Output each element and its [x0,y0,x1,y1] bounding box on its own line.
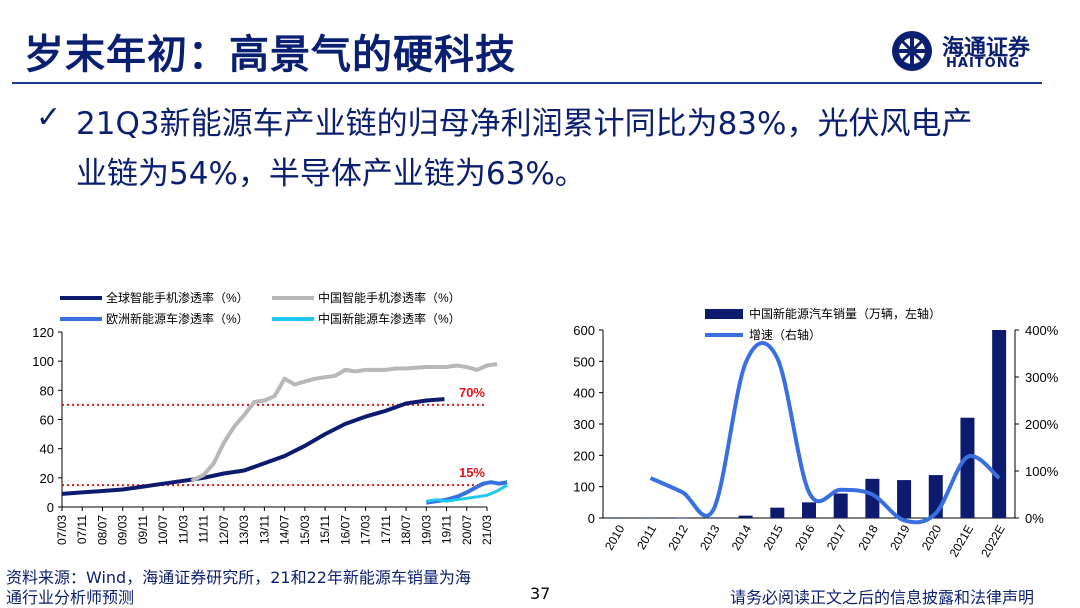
bar-2022E [992,330,1007,518]
reference-label: 70% [459,385,485,400]
series-line-3 [426,483,508,503]
bar-2013 [706,517,721,519]
y-tick-label: 60 [40,413,54,428]
y-tick-label: 20 [40,471,54,486]
y-tick-label: 120 [32,325,54,340]
x-tick-label: 17/11 [379,515,393,544]
x-tick-label: 17/03 [359,515,373,545]
x-tick-label: 11/11 [197,515,211,544]
y-tick-label-left: 100 [573,480,595,495]
page-number: 37 [530,584,551,603]
x-tick-label: 21/03 [480,515,494,545]
haitong-logo [892,31,932,71]
y-tick-label: 40 [40,442,54,457]
legend-label-line: 增速（右轴） [749,327,821,342]
page-title: 岁末年初：高景气的硬科技 [24,31,516,78]
x-tick-label: 19/03 [419,515,433,545]
bar-2014 [738,515,753,518]
y-tick-label-left: 500 [573,354,595,369]
disclaimer-link[interactable]: 请务必阅读正文之后的信息披露和法律声明 [730,588,1035,607]
x-tick-label: 11/03 [176,515,190,544]
x-tick-label: 10/07 [156,515,170,545]
x-tick-label: 2022E [978,523,1007,560]
x-tick-label: 2016 [792,522,818,552]
legend-label-3: 中国新能源车渗透率（%） [318,311,461,326]
x-tick-label: 18/07 [399,515,413,545]
x-tick-label: 2021E [947,523,976,560]
legend-label-0: 全球智能手机渗透率（%） [106,290,249,305]
bar-2012 [675,517,690,519]
x-tick-label: 13/03 [237,515,251,545]
reference-label: 15% [459,465,485,480]
x-tick-label: 13/11 [257,515,271,544]
y-tick-label-right: 100% [1025,464,1059,479]
x-tick-label: 2020 [919,522,945,552]
series-line-1 [190,362,498,483]
bar-2010 [611,517,626,519]
legend-label-1: 中国智能手机渗透率（%） [318,290,461,305]
legend-label-bar: 中国新能源汽车销量（万辆，左轴） [749,306,941,321]
y-tick-label-left: 200 [573,448,595,463]
logo-text-cn: 海通证券 [942,35,1031,61]
bullet-text-line1: 21Q3新能源车产业链的归母净利润累计同比为83%，光伏风电产 [76,106,973,142]
x-tick-label: 2015 [760,522,786,552]
y-tick-label-left: 300 [573,417,595,432]
x-tick-label: 09/03 [116,515,130,545]
y-tick-label-right: 200% [1025,417,1059,432]
y-tick-label: 0 [47,500,54,515]
bar-2018 [865,478,880,518]
x-tick-label: 2012 [665,522,691,552]
y-tick-label-right: 300% [1025,370,1059,385]
legend-label-2: 欧洲新能源车渗透率（%） [106,311,249,326]
legend-swatch-bar [705,309,743,319]
y-tick-label: 80 [40,383,54,398]
x-tick-label: 19/11 [440,515,454,544]
penetration-line-chart: 全球智能手机渗透率（%） 中国智能手机渗透率（%） 欧洲新能源车渗透率（%） 中国新能… [32,290,508,545]
x-tick-label: 16/07 [338,515,352,545]
series-line-0 [61,397,445,496]
y-tick-label-left: 400 [573,386,595,401]
x-tick-label: 14/07 [278,515,292,545]
x-tick-label: 2019 [887,522,913,552]
bar-2011 [643,517,658,519]
bar-2019 [897,480,912,518]
x-tick-label: 2011 [634,522,659,552]
logo-text-en: HAITONG [946,56,1021,71]
y-tick-label-right: 400% [1025,323,1059,338]
x-tick-label: 07/11 [75,515,89,544]
x-tick-label: 2010 [602,522,628,552]
x-tick-label: 12/07 [217,515,231,545]
x-tick-label: 07/03 [55,515,69,545]
y-tick-label-right: 0% [1025,511,1044,526]
source-note-line1: 资料来源：Wind，海通证券研究所，21和22年新能源车销量为海 [6,568,471,587]
x-tick-label: 2018 [856,522,882,552]
source-note-line2: 通行业分析师预测 [6,588,135,607]
x-tick-label: 08/07 [95,515,109,545]
x-tick-label: 2013 [697,522,723,552]
checkmark-icon: ✓ [36,100,62,135]
y-tick-label-left: 600 [573,323,595,338]
bar-2017 [833,493,848,518]
bar-2021E [960,417,975,518]
bullet-text-line2: 业链为54%，半导体产业链为63%。 [76,156,586,192]
ev-sales-bar-chart: 中国新能源汽车销量（万辆，左轴） 增速（右轴） 0 100 200 300 400 500 60… [573,306,1059,560]
x-tick-label: 2017 [824,522,850,552]
y-tick-label-left: 0 [588,511,595,526]
bar-2016 [802,502,816,518]
y-tick-label: 100 [32,354,54,369]
x-tick-label: 2014 [729,522,755,552]
growth-line [649,341,1001,525]
x-tick-label: 20/07 [460,515,474,545]
header-divider [12,82,1042,84]
bar-2015 [770,507,785,518]
x-tick-label: 15/11 [318,515,332,544]
x-tick-label: 15/03 [298,515,312,545]
x-tick-label: 09/11 [136,515,150,544]
